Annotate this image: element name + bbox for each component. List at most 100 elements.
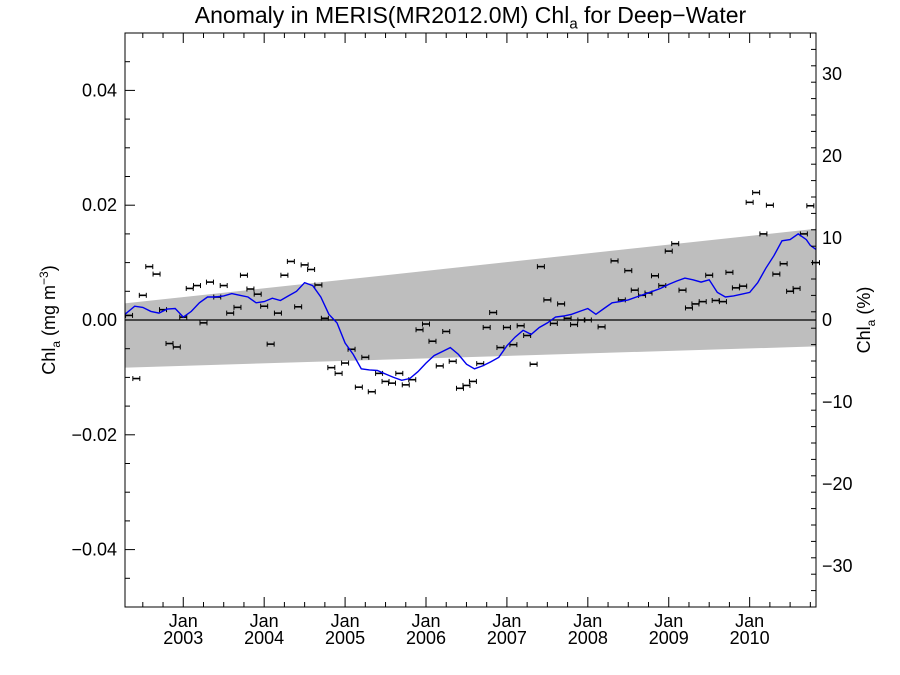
- anomaly-point: [307, 266, 316, 272]
- x-tick-label-month: Jan: [331, 611, 360, 631]
- anomaly-point: [327, 365, 336, 371]
- anomaly-point: [381, 378, 390, 384]
- y-left-tick-label: −0.02: [71, 425, 117, 445]
- anomaly-point: [725, 269, 734, 275]
- anomaly-point: [185, 285, 194, 291]
- anomaly-point: [772, 271, 781, 277]
- anomaly-point: [536, 264, 545, 270]
- anomaly-point: [442, 328, 451, 334]
- anomaly-point: [705, 272, 714, 278]
- anomaly-point: [320, 315, 329, 321]
- x-tick-label-year: 2004: [244, 628, 284, 648]
- anomaly-point: [239, 272, 248, 278]
- anomaly-point: [300, 262, 309, 268]
- anomaly-point: [597, 324, 606, 330]
- trend-band-layer: [125, 228, 816, 368]
- anomaly-point: [314, 282, 323, 288]
- anomaly-point: [172, 344, 181, 350]
- x-tick-label-year: 2009: [649, 628, 689, 648]
- y-axis-left-label: Chla (mg m−3): [37, 265, 63, 375]
- anomaly-point: [273, 310, 282, 316]
- anomaly-point: [199, 320, 208, 326]
- y-right-tick-label: −30: [822, 556, 853, 576]
- anomaly-point: [650, 273, 659, 279]
- x-tick-label-year: 2008: [568, 628, 608, 648]
- anomaly-point: [233, 304, 242, 310]
- y-left-tick-label: 0.00: [82, 310, 117, 330]
- anomaly-point: [132, 376, 141, 382]
- axes: 0.040.020.00−0.02−0.043020100−10−20−30Ja…: [71, 32, 853, 648]
- smoothed-line: [124, 233, 817, 382]
- anomaly-point: [786, 288, 795, 294]
- x-tick-label-month: Jan: [169, 611, 198, 631]
- anomaly-point: [388, 380, 397, 386]
- anomaly-point: [280, 272, 289, 278]
- x-tick-label-year: 2005: [325, 628, 365, 648]
- anomaly-point: [543, 297, 552, 303]
- anomaly-point: [759, 231, 768, 237]
- anomaly-point: [152, 271, 161, 277]
- x-tick-label-month: Jan: [654, 611, 683, 631]
- anomaly-point: [482, 324, 491, 330]
- y-left-tick-label: 0.04: [82, 80, 117, 100]
- x-tick-label-year: 2003: [163, 628, 203, 648]
- x-tick-label-month: Jan: [250, 611, 279, 631]
- anomaly-point: [765, 202, 774, 208]
- x-tick-label-year: 2007: [487, 628, 527, 648]
- anomaly-point: [145, 264, 154, 270]
- x-tick-label-month: Jan: [573, 611, 602, 631]
- anomaly-point: [205, 279, 214, 285]
- anomaly-point: [583, 317, 592, 323]
- anomaly-point: [664, 248, 673, 254]
- monthly-anomaly-points: [125, 190, 820, 395]
- y-right-tick-label: 0: [822, 310, 832, 330]
- x-tick-label-year: 2006: [406, 628, 446, 648]
- anomaly-point: [361, 354, 370, 360]
- x-tick-label-month: Jan: [411, 611, 440, 631]
- y-right-tick-label: −10: [822, 392, 853, 412]
- anomaly-point: [226, 310, 235, 316]
- anomaly-point: [448, 358, 457, 364]
- y-left-tick-label: 0.02: [82, 195, 117, 215]
- anomaly-point: [138, 292, 147, 298]
- anomaly-point: [193, 283, 202, 289]
- anomaly-point: [671, 241, 680, 247]
- anomaly-point: [401, 382, 410, 388]
- anomaly-point: [630, 287, 639, 293]
- anomaly-point: [354, 384, 363, 390]
- anomaly-point: [624, 268, 633, 274]
- anomaly-point: [266, 341, 275, 347]
- anomaly-point: [462, 382, 471, 388]
- anomaly-point: [260, 303, 269, 309]
- anomaly-point: [341, 360, 350, 366]
- anomaly-point: [286, 258, 295, 264]
- anomaly-point: [516, 323, 525, 329]
- anomaly-point: [294, 304, 303, 310]
- anomaly-point: [468, 378, 477, 384]
- anomaly-point: [570, 322, 579, 328]
- anomaly-point: [428, 338, 437, 344]
- anomaly-point: [367, 389, 376, 395]
- anomaly-point: [246, 286, 255, 292]
- anomaly-point: [549, 320, 558, 326]
- trend-band: [125, 228, 816, 368]
- chart-title: Anomaly in MERIS(MR2012.0M) Chla for Dee…: [194, 2, 747, 33]
- anomaly-point: [678, 287, 687, 293]
- anomaly-point: [806, 203, 815, 209]
- anomaly-point: [455, 385, 464, 391]
- x-tick-label-year: 2010: [730, 628, 770, 648]
- x-tick-label-month: Jan: [492, 611, 521, 631]
- y-right-tick-label: −20: [822, 474, 853, 494]
- y-axis-right-label: Chla (%): [854, 286, 878, 354]
- anomaly-point: [745, 199, 754, 205]
- anomaly-point: [253, 291, 262, 297]
- y-left-tick-label: −0.04: [71, 540, 117, 560]
- anomaly-point: [792, 285, 801, 291]
- anomaly-point: [752, 190, 761, 196]
- anomaly-point: [563, 315, 572, 321]
- anomaly-point: [435, 363, 444, 369]
- anomaly-point: [219, 283, 228, 289]
- x-tick-label-month: Jan: [735, 611, 764, 631]
- anomaly-point: [502, 324, 511, 330]
